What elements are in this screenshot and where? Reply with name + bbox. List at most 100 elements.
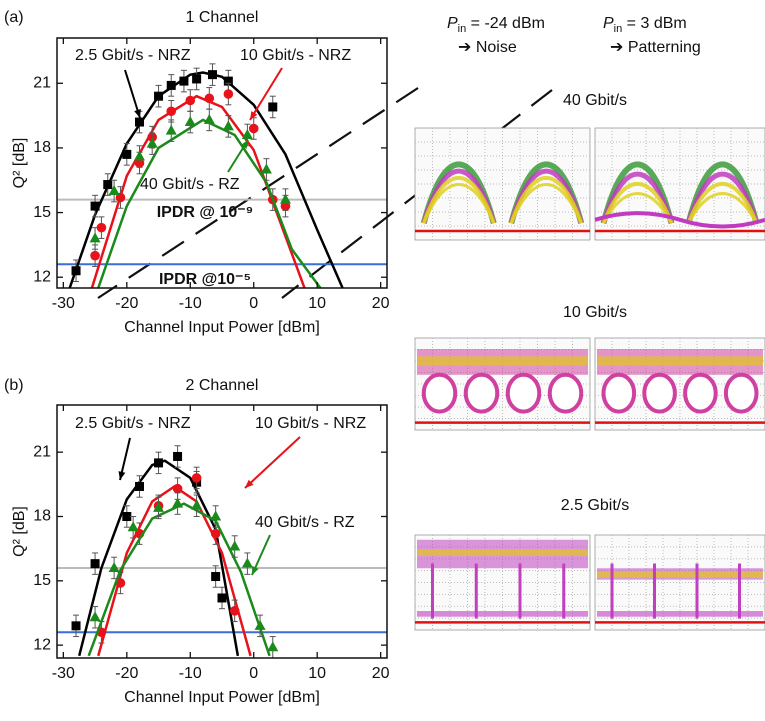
point [241, 557, 253, 568]
x-axis-label: Channel Input Power [dBm] [124, 689, 320, 706]
x-tick-label: 10 [308, 295, 326, 312]
point [191, 499, 203, 510]
chart-title: 2 Channel [186, 377, 259, 394]
point [217, 593, 227, 603]
point [229, 540, 241, 551]
eye-diagram [414, 127, 591, 241]
point [241, 128, 253, 139]
point [223, 89, 234, 99]
y-axis-label: Q² [dB] [11, 138, 28, 189]
y-tick-label: 21 [33, 74, 51, 91]
point [172, 483, 183, 494]
eye-trace [687, 192, 758, 224]
point [166, 80, 176, 90]
eye-trace [597, 611, 763, 617]
x-tick-label: -10 [179, 295, 202, 312]
eye-trace [422, 183, 496, 224]
series-label: 40 Gbit/s - RZ [140, 176, 240, 193]
eye-trace [597, 571, 763, 578]
x-tick-label: -20 [115, 665, 138, 682]
eye-opening [601, 372, 637, 414]
point [122, 149, 132, 159]
point [165, 124, 177, 135]
fit-curve [97, 118, 322, 288]
series-label: 40 Gbit/s - RZ [255, 514, 355, 531]
eye-opening [642, 372, 677, 414]
y-tick-label: 12 [33, 268, 51, 285]
eye-diagram [594, 534, 765, 631]
x-tick-label: -10 [179, 665, 202, 682]
eye-trace [594, 211, 765, 229]
x-tick-label: -30 [52, 665, 75, 682]
point [210, 510, 222, 521]
point [210, 528, 221, 539]
point [115, 192, 126, 203]
point [154, 458, 164, 468]
point [211, 572, 221, 582]
eye-opening [463, 372, 500, 414]
point [71, 621, 81, 631]
eye-opening [723, 372, 759, 414]
point [103, 180, 113, 190]
fit-curve [87, 502, 271, 657]
leader-line [97, 87, 419, 299]
eye-trace [417, 356, 588, 366]
x-tick-label: 10 [308, 665, 326, 682]
point [204, 93, 215, 104]
eye-opening [683, 372, 718, 414]
reference-label: IPDR @10⁻⁵ [159, 271, 251, 288]
eye-diagram [594, 337, 765, 431]
point [203, 113, 215, 124]
point [90, 250, 100, 261]
x-tick-label: 0 [249, 665, 258, 682]
arrow-head [240, 140, 248, 149]
panel-label: (b) [4, 377, 24, 394]
row-label: 2.5 Gbit/s [561, 497, 629, 514]
point [184, 116, 196, 127]
annotation-arrow [249, 67, 283, 121]
row-label: 10 Gbit/s [563, 304, 627, 321]
eye-diagram [594, 127, 765, 241]
point [146, 137, 158, 148]
column-label: Pin = 3 dBm [603, 15, 687, 35]
point [166, 106, 177, 117]
eye-trace [686, 181, 759, 224]
arrow-head [250, 111, 258, 120]
eye-opening [421, 372, 458, 414]
point [172, 497, 184, 508]
point [229, 606, 240, 616]
point [108, 185, 120, 196]
row-label: 40 Gbit/s [563, 92, 627, 109]
point [108, 561, 120, 572]
plot-area [57, 445, 387, 658]
eye-trace [509, 183, 583, 224]
point [191, 473, 202, 483]
y-tick-label: 12 [33, 636, 51, 653]
point [90, 201, 100, 211]
point [90, 559, 100, 569]
point [222, 120, 234, 131]
point [115, 578, 126, 588]
eye-opening [505, 372, 542, 414]
arrow-head [252, 566, 259, 575]
point [207, 70, 217, 80]
series-label: 10 Gbit/s - NRZ [255, 415, 366, 432]
point [279, 193, 291, 204]
point [127, 521, 139, 532]
point [89, 232, 101, 243]
eye-opening [547, 372, 584, 414]
y-axis-label: Q² [dB] [11, 506, 28, 557]
column-note: ➔ Patterning [610, 39, 701, 56]
reference-label: IPDR @ 10⁻⁹ [157, 204, 254, 221]
x-tick-label: 0 [249, 295, 258, 312]
point [173, 451, 183, 461]
point [185, 95, 196, 106]
point [268, 102, 278, 112]
point [223, 76, 233, 86]
x-tick-label: 20 [372, 665, 390, 682]
series-label: 10 Gbit/s - NRZ [240, 47, 351, 64]
point [153, 501, 165, 512]
x-tick-label: -30 [52, 295, 75, 312]
point [96, 222, 107, 233]
